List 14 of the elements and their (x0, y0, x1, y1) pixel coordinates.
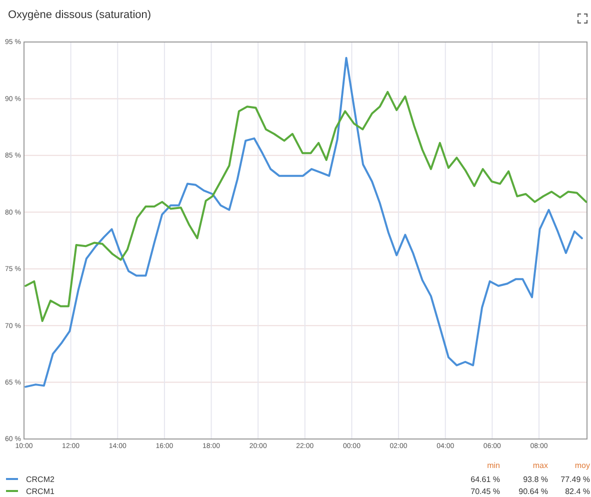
legend-label: CRCM1 (26, 487, 55, 496)
text: 77.49 % (560, 475, 590, 484)
text: 70.45 % (470, 487, 500, 496)
text: moy (574, 461, 590, 470)
text: 82.4 % (565, 487, 590, 496)
text: min (487, 461, 500, 470)
chart-title: Oxygène dissous (saturation) (8, 9, 152, 21)
legend-label: CRCM2 (26, 475, 55, 484)
line-series (24, 56, 583, 388)
text: 90.64 % (518, 487, 548, 496)
text: 93.8 % (523, 475, 548, 484)
text: 64.61 % (470, 475, 500, 484)
text: max (532, 461, 548, 470)
line-series (24, 90, 587, 322)
